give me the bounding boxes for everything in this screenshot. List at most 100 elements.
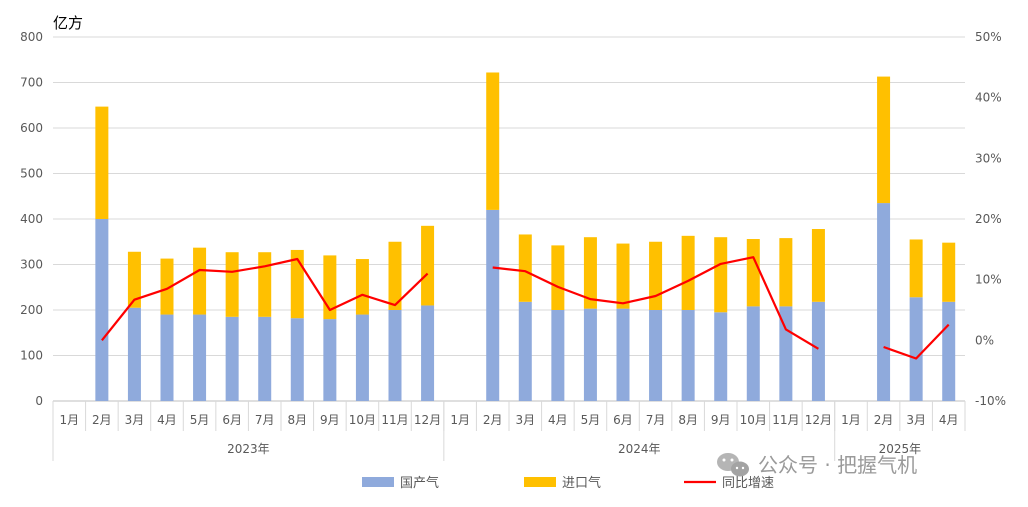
bar-import — [518, 234, 532, 302]
bar-import — [746, 239, 760, 307]
bar-import — [649, 241, 663, 310]
bar-import — [779, 238, 793, 307]
bar-import — [877, 76, 891, 204]
bar-import — [551, 245, 565, 310]
group-label: 2024年 — [618, 442, 661, 456]
bar-domestic — [421, 305, 435, 401]
x-tick-label: 5月 — [190, 413, 210, 427]
y-axis-unit-label: 亿方 — [53, 14, 83, 32]
bar-domestic — [160, 314, 174, 401]
bar-domestic — [649, 310, 663, 401]
bar-domestic — [355, 314, 369, 401]
bar-domestic — [746, 306, 760, 401]
y2-tick-label: 20% — [975, 212, 1002, 226]
group-label: 2025年 — [879, 442, 922, 456]
legend-label: 同比增速 — [722, 476, 774, 491]
legend-swatch — [524, 477, 556, 487]
gridlines — [53, 36, 965, 402]
growth-line-segment — [883, 323, 950, 360]
bar-domestic — [95, 219, 109, 401]
y2-tick-label: 50% — [975, 30, 1002, 44]
bar-domestic — [779, 306, 793, 401]
bar-import — [193, 247, 207, 315]
x-tick-label: 10月 — [349, 413, 376, 427]
bar-domestic — [942, 301, 956, 401]
growth-line — [101, 256, 950, 360]
bar-import — [95, 106, 109, 219]
x-tick-label: 9月 — [711, 413, 731, 427]
x-tick-label: 5月 — [581, 413, 601, 427]
bar-domestic — [551, 310, 565, 401]
bar-domestic — [225, 316, 239, 401]
bars — [95, 72, 956, 401]
bar-domestic — [909, 297, 923, 401]
bar-import — [225, 252, 239, 317]
bar-domestic — [518, 301, 532, 401]
x-tick-label: 7月 — [646, 413, 666, 427]
y-tick-label: 600 — [20, 121, 43, 135]
wechat-icon — [717, 453, 749, 477]
bar-domestic — [681, 310, 695, 401]
bar-domestic — [193, 314, 207, 401]
y-tick-label: 700 — [20, 76, 43, 90]
x-tick-label: 6月 — [222, 413, 242, 427]
bar-import — [616, 243, 630, 309]
x-tick-label: 9月 — [320, 413, 340, 427]
y-tick-label: 500 — [20, 167, 43, 181]
bar-domestic — [127, 307, 141, 401]
y-tick-label: 200 — [20, 303, 43, 317]
legend-swatch — [362, 477, 394, 487]
y2-tick-label: 10% — [975, 273, 1002, 287]
growth-line-segment — [492, 256, 819, 350]
x-tick-label: 8月 — [287, 413, 307, 427]
bar-domestic — [486, 209, 500, 401]
bar-domestic — [877, 203, 891, 401]
bar-import — [811, 229, 825, 302]
x-tick-label: 12月 — [805, 413, 832, 427]
legend-label: 国产气 — [400, 475, 439, 491]
bar-import — [127, 251, 141, 308]
x-tick-label: 2月 — [92, 413, 112, 427]
bar-domestic — [258, 316, 272, 401]
y-tick-label: 100 — [20, 349, 43, 363]
x-tick-label: 2月 — [874, 413, 894, 427]
bar-domestic — [583, 308, 597, 401]
y-tick-label: 300 — [20, 258, 43, 272]
axes: 0 100 200 300 400 500 600 700 800 -10% 0% 10% 20% 30%… — [20, 30, 1006, 461]
y2-tick-label: -10% — [975, 394, 1006, 408]
growth-line-segment — [101, 257, 429, 341]
bar-domestic — [290, 318, 304, 401]
x-tick-label: 3月 — [906, 413, 926, 427]
bar-import — [388, 241, 402, 310]
bar-import — [583, 237, 597, 309]
x-tick-label: 11月 — [772, 413, 799, 427]
bar-domestic — [323, 319, 337, 401]
bar-import — [714, 237, 728, 313]
bar-domestic — [714, 312, 728, 401]
x-tick-label: 1月 — [841, 413, 861, 427]
bar-import — [421, 225, 435, 306]
bar-import — [258, 252, 272, 317]
x-tick-label: 1月 — [450, 413, 470, 427]
bar-import — [486, 72, 500, 210]
x-tick-label: 3月 — [515, 413, 535, 427]
y-tick-label: 800 — [20, 30, 43, 44]
bar-import — [681, 235, 695, 310]
x-tick-label: 4月 — [939, 413, 959, 427]
x-tick-label: 11月 — [381, 413, 408, 427]
x-tick-label: 8月 — [678, 413, 698, 427]
x-tick-label: 4月 — [157, 413, 177, 427]
y2-tick-label: 0% — [975, 333, 994, 347]
bar-domestic — [811, 301, 825, 401]
y2-tick-label: 40% — [975, 91, 1002, 105]
legend: 国产气 进口气 同比增速 — [362, 475, 774, 491]
watermark-text: 公众号 · 把握气机 — [758, 453, 917, 477]
bar-import — [355, 259, 369, 315]
group-label: 2023年 — [227, 442, 270, 456]
x-tick-label: 12月 — [414, 413, 441, 427]
legend-domestic: 国产气 — [362, 475, 439, 491]
bar-import — [160, 258, 174, 315]
bar-import — [909, 239, 923, 298]
watermark: 公众号 · 把握气机 — [717, 453, 917, 477]
